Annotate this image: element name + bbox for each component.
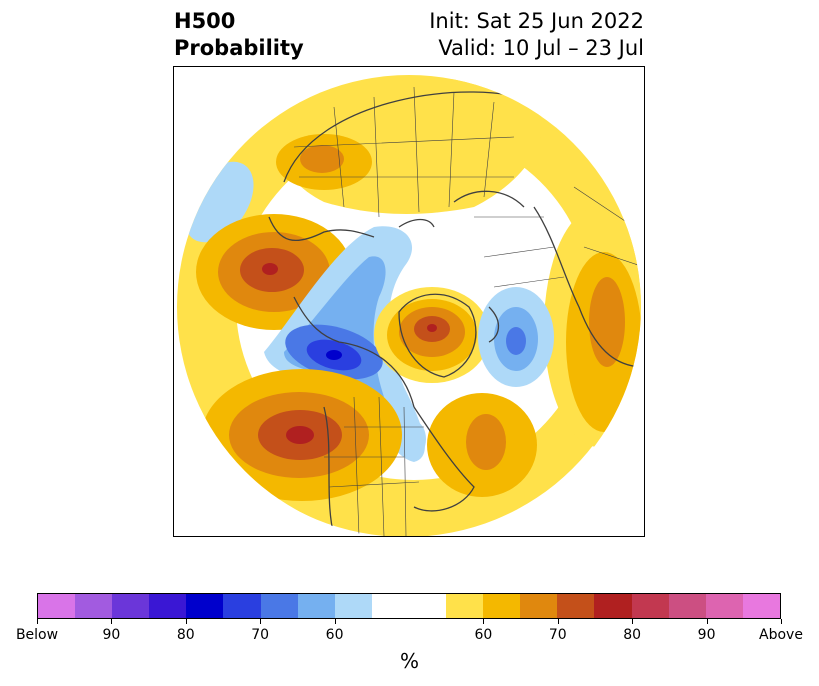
colorbar-tick-label: 60: [474, 627, 493, 643]
colorbar-above-segment: [557, 594, 595, 618]
colorbar-above-segment: [594, 594, 632, 618]
colorbar-above-segment: [668, 594, 706, 618]
colorbar-below-segment: [297, 594, 335, 618]
init-date: Init: Sat 25 Jun 2022: [429, 9, 644, 33]
colorbar-above-segment: [742, 594, 780, 618]
colorbar-tick-mark: [558, 619, 559, 624]
colorbar-tick-label: 90: [697, 627, 716, 643]
colorbar-tick-mark: [632, 619, 633, 624]
colorbar-above-segment: [446, 594, 484, 618]
anomaly-canada-blue-peak: [326, 350, 342, 360]
colorbar-tick-mark: [483, 619, 484, 624]
chart-title: H500 Probability: [174, 8, 304, 62]
colorbar-neutral-segment: [371, 594, 447, 618]
colorbar-tick-label: 60: [325, 627, 344, 643]
colorbar-tick-label: 70: [251, 627, 270, 643]
colorbar-tick-label: 90: [102, 627, 121, 643]
colorbar-tick-label: Above: [759, 627, 803, 643]
colorbar-tick-label: Below: [15, 627, 59, 643]
anomaly-europe-center: [589, 277, 625, 367]
date-info: Init: Sat 25 Jun 2022 Valid: 10 Jul – 23…: [429, 8, 644, 62]
colorbar-tick-mark: [781, 619, 782, 624]
colorbar-below-segment: [75, 594, 113, 618]
colorbar-below-segment: [186, 594, 224, 618]
anomaly-east-pacific-peak: [286, 426, 314, 444]
colorbar-below-segment: [112, 594, 150, 618]
colorbar-above-segment: [705, 594, 743, 618]
colorbar-tick-label: 80: [623, 627, 642, 643]
title-line-1: H500: [174, 9, 236, 33]
colorbar-above-segment: [483, 594, 521, 618]
colorbar-below-segment: [38, 594, 76, 618]
colorbar-unit: %: [399, 649, 419, 673]
colorbar-above-segment: [520, 594, 558, 618]
colorbar-below-segment: [334, 594, 372, 618]
anomaly-west-atlantic-center: [466, 414, 506, 470]
anomaly-atlantic-blue-center: [506, 327, 526, 355]
colorbar: [37, 593, 781, 619]
colorbar-tick-label: 70: [548, 627, 567, 643]
colorbar-tick-label: 80: [176, 627, 195, 643]
colorbar-below-segment: [223, 594, 261, 618]
title-line-2: Probability: [174, 36, 304, 60]
colorbar-tick-mark: [37, 619, 38, 624]
anomaly-east-us-blue: [402, 421, 426, 457]
anomaly-alaska-peak: [262, 263, 278, 275]
political-boundaries: [293, 86, 641, 536]
colorbar-tick-mark: [707, 619, 708, 624]
anomaly-siberia-center: [300, 145, 344, 173]
colorbar-below-segment: [260, 594, 298, 618]
anomaly-greenland-peak: [427, 324, 437, 332]
map-svg: [177, 75, 641, 536]
colorbar-tick-mark: [260, 619, 261, 624]
colorbar-above-segment: [631, 594, 669, 618]
colorbar-below-segment: [149, 594, 187, 618]
colorbar-tick-mark: [335, 619, 336, 624]
colorbar-tick-mark: [186, 619, 187, 624]
valid-range: Valid: 10 Jul – 23 Jul: [438, 36, 644, 60]
probability-map: [173, 66, 645, 537]
colorbar-tick-mark: [111, 619, 112, 624]
